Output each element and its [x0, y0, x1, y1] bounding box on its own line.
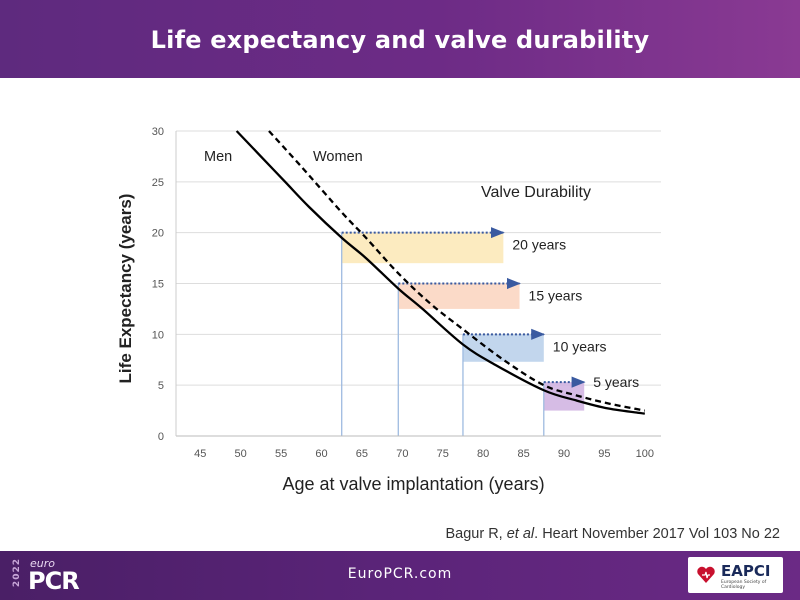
- x-tick-label: 55: [275, 448, 287, 460]
- partner-sub: European Society of Cardiology: [721, 580, 767, 590]
- y-tick-label: 0: [158, 431, 164, 443]
- y-tick-label: 10: [152, 329, 164, 341]
- citation-author: Bagur R,: [445, 526, 507, 542]
- x-tick-label: 90: [558, 448, 570, 460]
- citation-etal: et al: [506, 526, 535, 542]
- y-tick-label: 30: [152, 126, 164, 138]
- x-axis-title: Age at valve implantation (years): [282, 474, 544, 494]
- slide-header: Life expectancy and valve durability: [0, 0, 800, 78]
- x-tick-label: 60: [315, 448, 327, 460]
- x-tick-label: 75: [437, 448, 449, 460]
- partner-name: EAPCI: [721, 562, 771, 580]
- site-link[interactable]: EuroPCR.com: [347, 566, 453, 582]
- durability-label: 5 years: [593, 374, 639, 390]
- durability-title: Valve Durability: [481, 184, 591, 201]
- x-tick-label: 95: [598, 448, 610, 460]
- europcr-logo: 2022 euro PCR: [12, 555, 122, 597]
- heart-icon: [697, 566, 715, 583]
- slide-title: Life expectancy and valve durability: [150, 26, 650, 54]
- durability-band: [341, 232, 504, 264]
- durability-label: 20 years: [512, 237, 566, 253]
- citation: Bagur R, et al. Heart November 2017 Vol …: [445, 526, 780, 542]
- x-tick-label: 80: [477, 448, 489, 460]
- logo-euro: euro: [30, 557, 55, 570]
- series-line-men: [235, 130, 645, 415]
- x-tick-label: 65: [356, 448, 368, 460]
- x-tick-label: 70: [396, 448, 408, 460]
- y-tick-label: 20: [152, 228, 164, 240]
- y-tick-label: 15: [152, 279, 164, 291]
- citation-rest: . Heart November 2017 Vol 103 No 22: [534, 526, 780, 542]
- durability-label: 10 years: [553, 338, 607, 354]
- slide-footer: 2022 euro PCR EuroPCR.com: [0, 551, 800, 600]
- logo-pcr: PCR: [28, 567, 80, 595]
- durability-label: 15 years: [529, 288, 583, 304]
- men-label: Men: [204, 149, 232, 165]
- y-axis-title: Life Expectancy (years): [116, 194, 135, 384]
- women-label: Women: [313, 149, 363, 165]
- y-tick-label: 5: [158, 380, 164, 392]
- x-tick-label: 85: [517, 448, 529, 460]
- x-tick-label: 100: [636, 448, 654, 460]
- x-tick-label: 50: [235, 448, 247, 460]
- eapci-logo: EAPCI European Society of Cardiology: [688, 557, 783, 593]
- y-tick-label: 25: [152, 177, 164, 189]
- series-line-women: [268, 130, 646, 412]
- x-tick-label: 45: [194, 448, 206, 460]
